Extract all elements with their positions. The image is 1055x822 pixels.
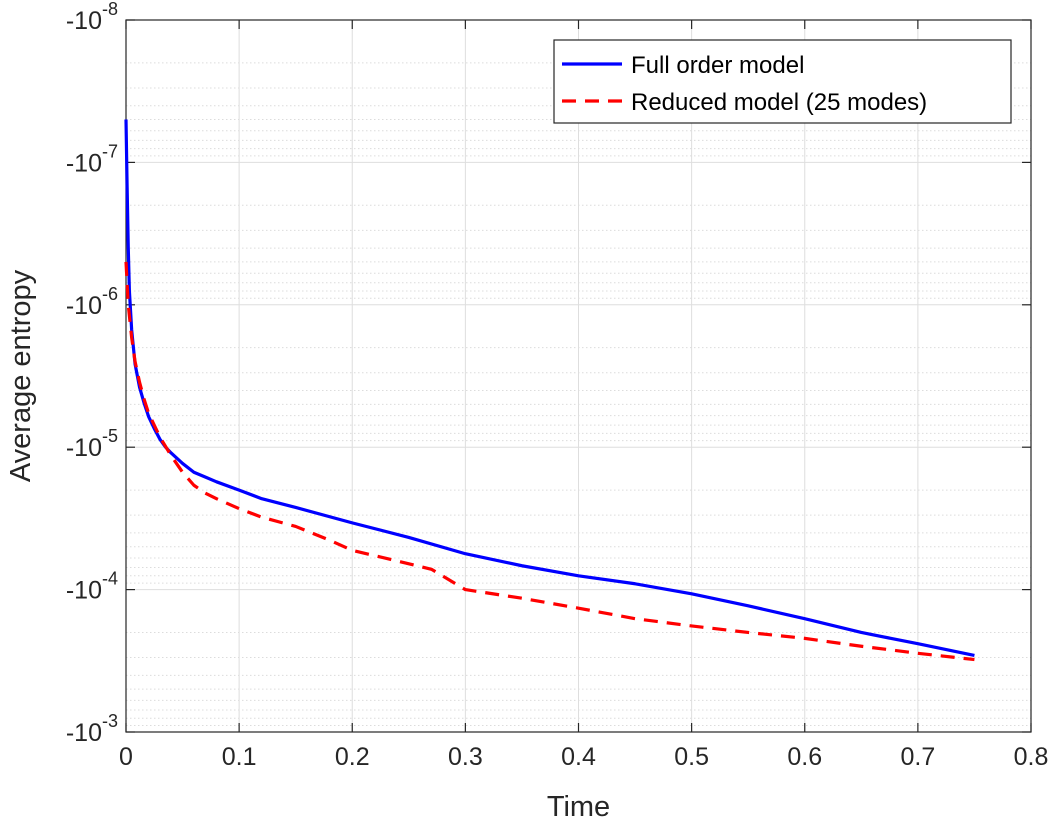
y-tick-exponent: -7: [102, 141, 118, 161]
y-tick-exponent: -3: [102, 711, 118, 731]
y-tick-label: -10-6: [66, 284, 118, 320]
series-line-full-order-model: [124, 119, 975, 658]
y-tick-label: -10-7: [66, 141, 118, 177]
axes: 0 0.1 0.2 0.3 0.4 0.5 0.6 0.7 0.8-10-8-10-7-10-6…: [66, 0, 1049, 771]
y-tick-exponent: -6: [102, 284, 118, 304]
y-tick-base: -10: [66, 719, 102, 747]
y-tick-base: -10: [66, 434, 102, 462]
x-tick-label: 0.8: [1014, 743, 1049, 771]
x-axis-title: Time: [547, 791, 610, 822]
y-tick-base: -10: [66, 7, 102, 35]
y-tick-label: -10-3: [66, 711, 118, 747]
y-tick-exponent: -5: [102, 426, 118, 446]
y-tick-base: -10: [66, 577, 102, 605]
y-axis-title: Average entropy: [5, 269, 37, 482]
y-tick-exponent: -4: [102, 569, 118, 589]
x-tick-label: 0: [119, 743, 133, 771]
y-tick-label: -10-4: [66, 569, 118, 605]
series-line-reduced-model: [124, 261, 975, 662]
y-tick-label: -10-8: [66, 0, 118, 35]
x-tick-label: 0.6: [787, 743, 822, 771]
x-tick-label: 0.1: [222, 743, 257, 771]
y-tick-exponent: -8: [102, 0, 118, 19]
x-tick-label: 0.5: [674, 743, 709, 771]
legend-box: [553, 39, 1012, 124]
series-group: [124, 119, 975, 662]
x-tick-label: 0.4: [561, 743, 596, 771]
x-tick-label: 0.3: [448, 743, 483, 771]
legend-label: Reduced model (25 modes): [631, 89, 927, 116]
y-tick-label: -10-5: [66, 426, 118, 462]
x-tick-label: 0.2: [335, 743, 370, 771]
legend-label: Full order model: [631, 52, 804, 79]
y-tick-base: -10: [66, 292, 102, 320]
y-tick-base: -10: [66, 149, 102, 177]
x-tick-label: 0.7: [900, 743, 935, 771]
legend: Full order model Reduced model (25 modes): [553, 39, 1012, 124]
